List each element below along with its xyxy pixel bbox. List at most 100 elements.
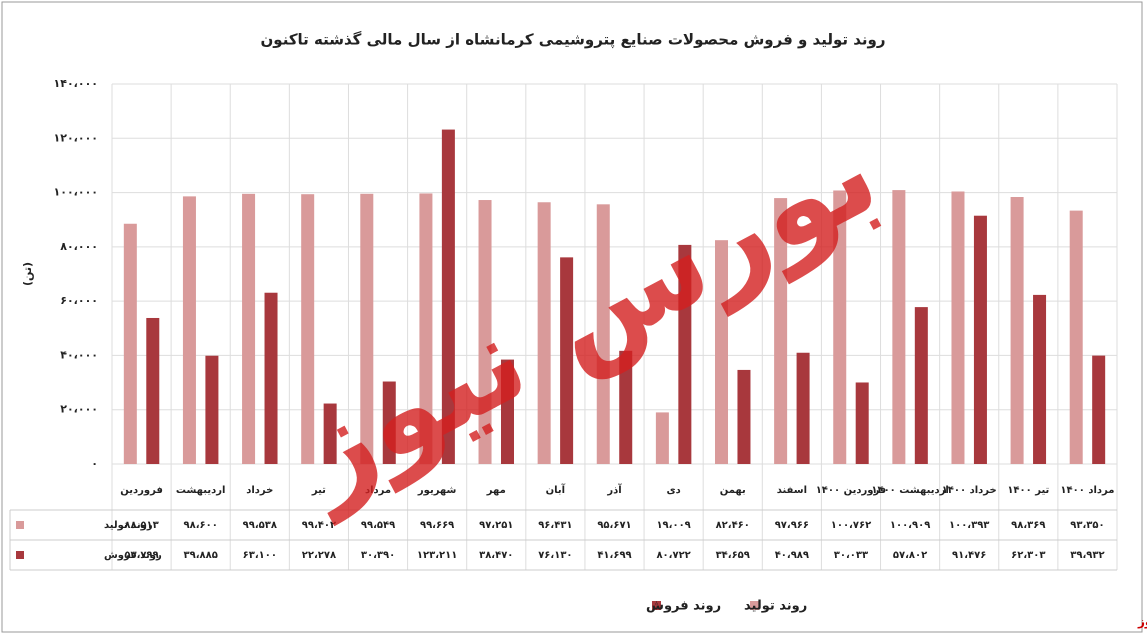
legend-label: روند فروش <box>646 599 721 614</box>
table-value: ۹۸،۳۶۹ <box>1011 520 1045 531</box>
table-value: ۸۸،۵۱۳ <box>124 520 158 531</box>
x-tick-label: آبان <box>546 483 566 496</box>
x-tick-label: خرداد <box>246 485 273 496</box>
bar <box>892 190 906 465</box>
x-tick-label: شهریور <box>417 485 457 496</box>
table-value: ۱۹،۰۰۹ <box>656 520 690 531</box>
y-tick-label: ۱۰۰،۰۰۰ <box>54 186 98 199</box>
table-value: ۱۲۳،۲۱۱ <box>417 550 457 561</box>
legend-swatch <box>652 601 661 610</box>
bar <box>537 202 551 464</box>
y-tick-label: ۱۴۰،۰۰۰ <box>54 77 98 90</box>
table-value: ۳۹،۸۸۵ <box>184 550 218 561</box>
y-tick-label: ۶۰،۰۰۰ <box>60 294 98 307</box>
legend-label: روند تولید <box>744 599 807 614</box>
x-tick-label: فروردین <box>120 485 163 496</box>
table-value: ۲۲،۲۷۸ <box>302 550 336 561</box>
table-value: ۹۶،۴۳۱ <box>538 520 572 531</box>
bar <box>323 403 337 464</box>
y-tick-label: ۴۰،۰۰۰ <box>60 348 98 361</box>
table-value: ۳۹،۹۳۲ <box>1070 550 1104 561</box>
table-value: ۹۵،۶۷۱ <box>597 520 631 531</box>
bar <box>619 350 633 464</box>
x-tick-label: بهمن <box>720 485 746 496</box>
bar <box>360 193 374 464</box>
bar <box>678 244 692 464</box>
table-value: ۳۰،۳۹۰ <box>361 550 395 561</box>
table-value: ۱۰۰،۳۹۳ <box>949 520 989 531</box>
table-value: ۹۸،۶۰۰ <box>184 520 218 531</box>
bar <box>478 200 492 464</box>
y-tick-label: ۰ <box>91 457 98 470</box>
x-tick-label: مهر <box>486 485 506 496</box>
x-tick-label: مرداد ۱۴۰۰ <box>1060 485 1114 496</box>
bar <box>123 223 137 464</box>
table-value: ۹۷،۹۶۶ <box>775 520 809 531</box>
table-value: ۹۹،۴۰۲ <box>302 520 336 531</box>
table-value: ۹۹،۵۳۸ <box>243 520 277 531</box>
table-value: ۳۰،۰۳۳ <box>834 550 868 561</box>
bar <box>1092 355 1106 464</box>
table-value: ۷۶،۱۳۰ <box>538 550 572 561</box>
bar <box>655 412 669 464</box>
bar <box>914 307 928 464</box>
x-tick-label: فروردین ۱۴۰۰ <box>816 485 887 496</box>
bar <box>1069 210 1083 464</box>
table-swatch <box>16 551 24 559</box>
bar <box>382 381 396 464</box>
table-value: ۶۳،۱۰۰ <box>243 550 277 561</box>
bar <box>973 215 987 464</box>
table-value: ۴۰،۹۸۹ <box>775 550 809 561</box>
table-value: ۸۲،۴۶۰ <box>716 520 750 531</box>
chart-title: روند تولید و فروش محصولات صنایع پتروشیمی… <box>261 31 886 50</box>
table-row-label: روند فروش <box>104 550 162 561</box>
x-tick-label: اسفند <box>777 485 807 496</box>
bar <box>301 194 315 464</box>
table-value: ۵۳،۷۹۹ <box>124 550 158 561</box>
bar <box>264 292 278 464</box>
table-value: ۹۷،۲۵۱ <box>479 520 513 531</box>
source: بورس نیوز <box>1137 615 1147 630</box>
bar <box>205 355 219 464</box>
x-tick-label: آذر <box>606 483 622 496</box>
table-value: ۹۱،۴۷۶ <box>952 550 986 561</box>
bar <box>419 193 433 465</box>
table-value: ۵۷،۸۰۲ <box>893 550 927 561</box>
table-value: ۹۹،۵۴۹ <box>361 520 395 531</box>
table-row-label: روند تولید <box>104 520 153 531</box>
bar <box>441 129 455 465</box>
bar <box>774 198 788 464</box>
bar <box>796 352 810 464</box>
y-tick-label: ۱۲۰،۰۰۰ <box>54 131 98 144</box>
y-tick-label: ۸۰،۰۰۰ <box>60 240 98 253</box>
table-value: ۱۰۰،۷۶۲ <box>831 520 871 531</box>
table-value: ۴۱،۶۹۹ <box>597 550 631 561</box>
bar <box>715 240 729 464</box>
bar <box>182 196 196 464</box>
table-value: ۳۴،۶۵۹ <box>716 550 750 561</box>
bar <box>596 204 610 464</box>
table-value: ۳۸،۴۷۰ <box>479 550 513 561</box>
x-tick-label: اردیبهشت <box>176 485 226 496</box>
table-value: ۸۰،۷۲۲ <box>656 550 690 561</box>
bar <box>242 193 256 464</box>
table-value: ۹۳،۳۵۰ <box>1070 520 1104 531</box>
table-swatch <box>16 521 24 529</box>
x-tick-label: تیر <box>311 485 326 496</box>
y-tick-label: ۲۰،۰۰۰ <box>60 403 98 416</box>
bar <box>737 369 751 464</box>
bar <box>1033 294 1047 464</box>
bar <box>855 382 869 464</box>
x-tick-label: خرداد ۱۴۰۰ <box>942 485 997 496</box>
x-tick-label: دی <box>666 485 680 496</box>
x-tick-label: اردیبهشت ۱۴۰۰ <box>871 485 948 496</box>
bar <box>833 190 847 464</box>
y-axis-label: (تن) <box>21 262 34 286</box>
bar <box>1010 196 1024 465</box>
bar <box>500 359 514 464</box>
bar <box>951 191 965 465</box>
bar <box>146 317 160 464</box>
x-tick-label: مرداد <box>365 485 391 496</box>
table-value: ۱۰۰،۹۰۹ <box>890 520 930 531</box>
